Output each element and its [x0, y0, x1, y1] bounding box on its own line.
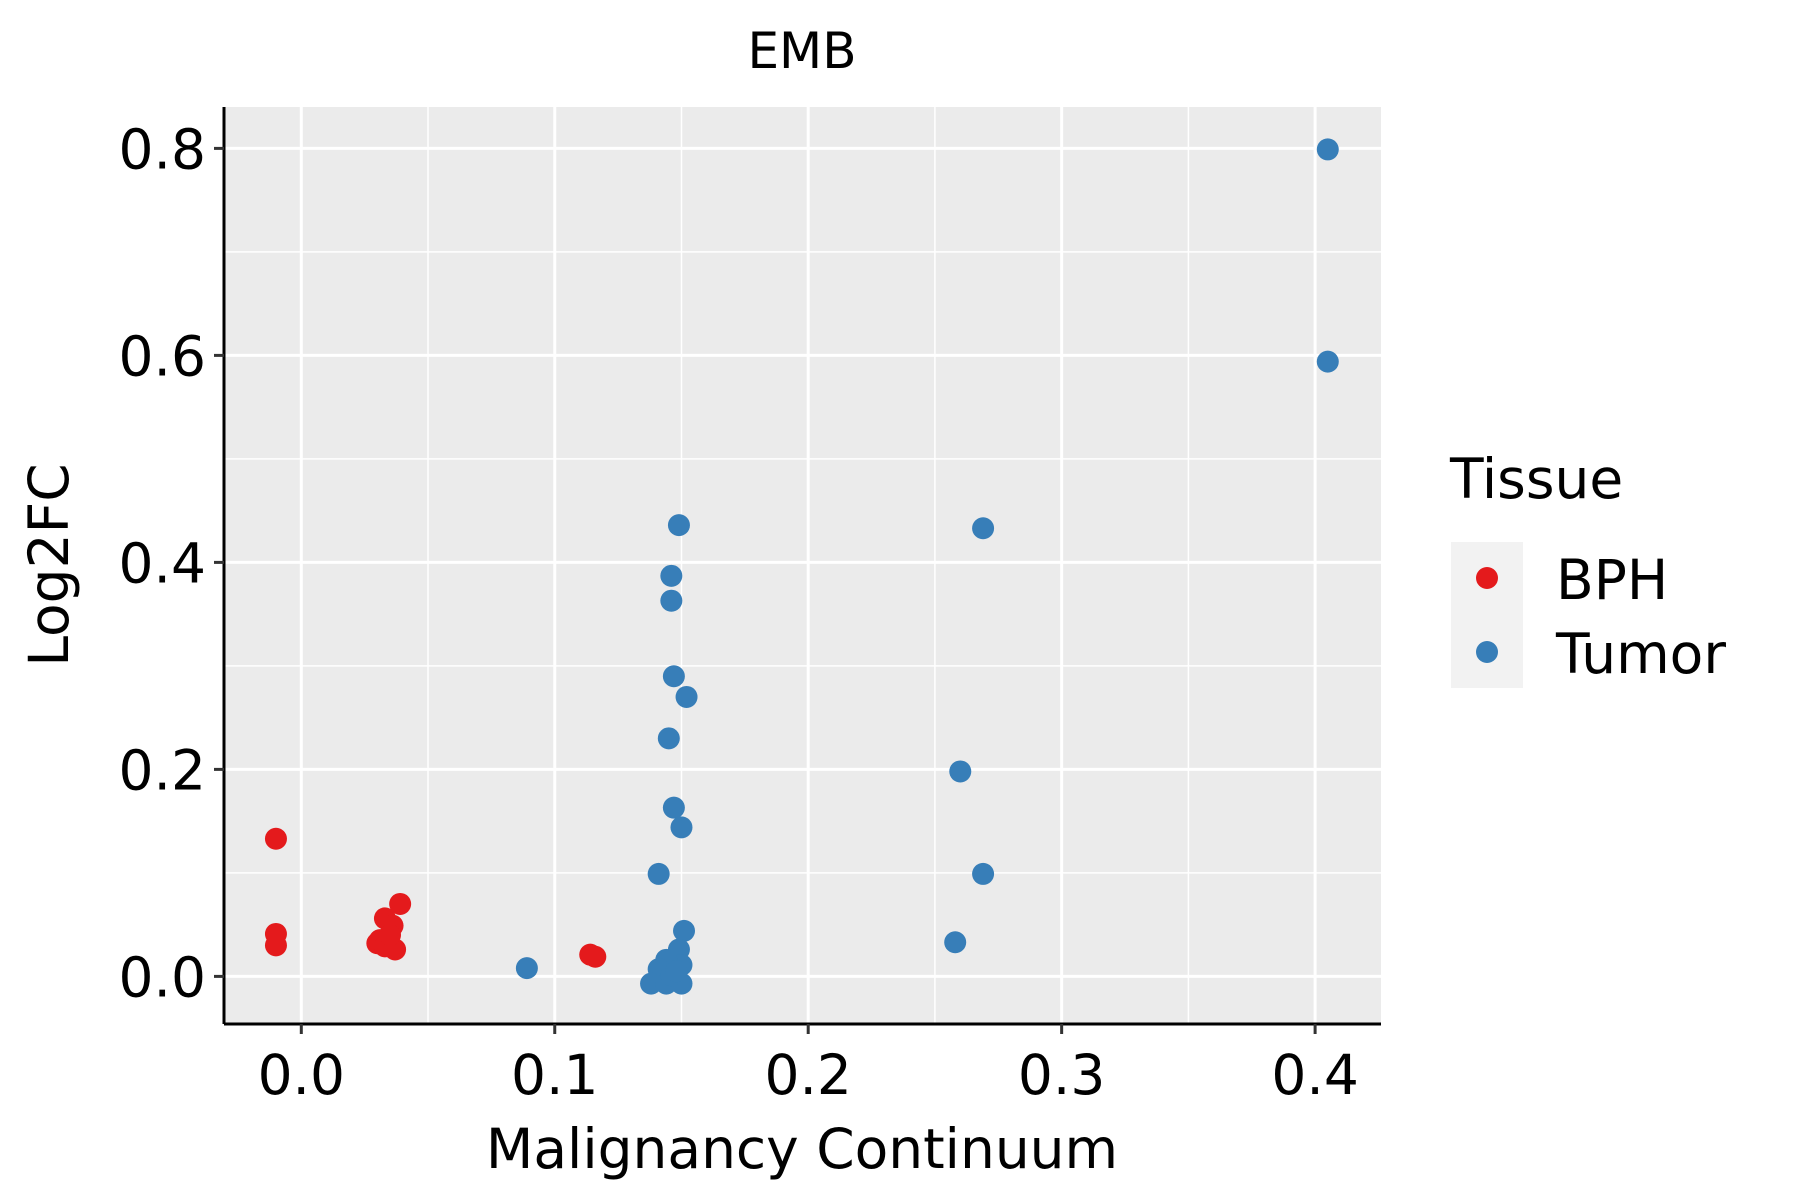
point-tumor: [673, 919, 696, 942]
legend: Tissue BPH Tumor: [1449, 447, 1726, 688]
grid-lines: [224, 107, 1381, 1024]
point-tumor: [515, 957, 538, 980]
point-tumor: [660, 589, 683, 612]
y-tick-label: 0.0: [119, 945, 206, 1009]
chart-title: EMB: [747, 22, 856, 80]
y-tick-label: 0.6: [119, 324, 206, 388]
point-bph: [264, 934, 287, 957]
y-tick-label: 0.8: [119, 117, 206, 181]
y-tick-label: 0.2: [119, 738, 206, 802]
point-tumor: [662, 665, 685, 688]
y-tick-label: 0.4: [119, 531, 206, 595]
point-tumor: [665, 960, 688, 983]
x-axis-label: Malignancy Continuum: [486, 1117, 1118, 1181]
point-bph: [379, 923, 402, 946]
point-tumor: [662, 796, 685, 819]
point-tumor: [670, 816, 693, 839]
point-tumor: [972, 517, 995, 540]
x-tick-label: 0.3: [1018, 1043, 1105, 1107]
point-tumor: [1316, 350, 1339, 373]
point-tumor: [657, 727, 680, 750]
point-tumor: [667, 514, 690, 537]
point-tumor: [1316, 138, 1339, 161]
x-tick-label: 0.1: [511, 1043, 598, 1107]
x-tick-label: 0.4: [1271, 1043, 1358, 1107]
legend-key-tumor: [1476, 641, 1498, 663]
legend-key-background: [1451, 542, 1523, 688]
point-bph: [584, 945, 607, 968]
point-tumor: [647, 862, 670, 885]
x-tick-label: 0.0: [258, 1043, 345, 1107]
legend-title: Tissue: [1449, 447, 1623, 511]
point-tumor: [949, 760, 972, 783]
x-tick-label: 0.2: [764, 1043, 851, 1107]
legend-key-bph: [1476, 567, 1498, 589]
data-points: [264, 138, 1339, 995]
point-tumor: [660, 564, 683, 587]
plot-panel: [224, 107, 1381, 1024]
axis-ticks: 0.0 0.1 0.2 0.3 0.4 0.0 0.2 0.4 0.6 0.8: [119, 117, 1359, 1107]
point-tumor: [675, 685, 698, 708]
legend-label-bph: BPH: [1556, 548, 1668, 612]
legend-label-tumor: Tumor: [1555, 622, 1726, 686]
point-tumor: [944, 931, 967, 954]
y-axis-label: Log2FC: [17, 463, 81, 666]
point-tumor: [640, 972, 663, 995]
point-bph: [264, 827, 287, 850]
point-bph: [389, 892, 412, 915]
point-tumor: [972, 862, 995, 885]
